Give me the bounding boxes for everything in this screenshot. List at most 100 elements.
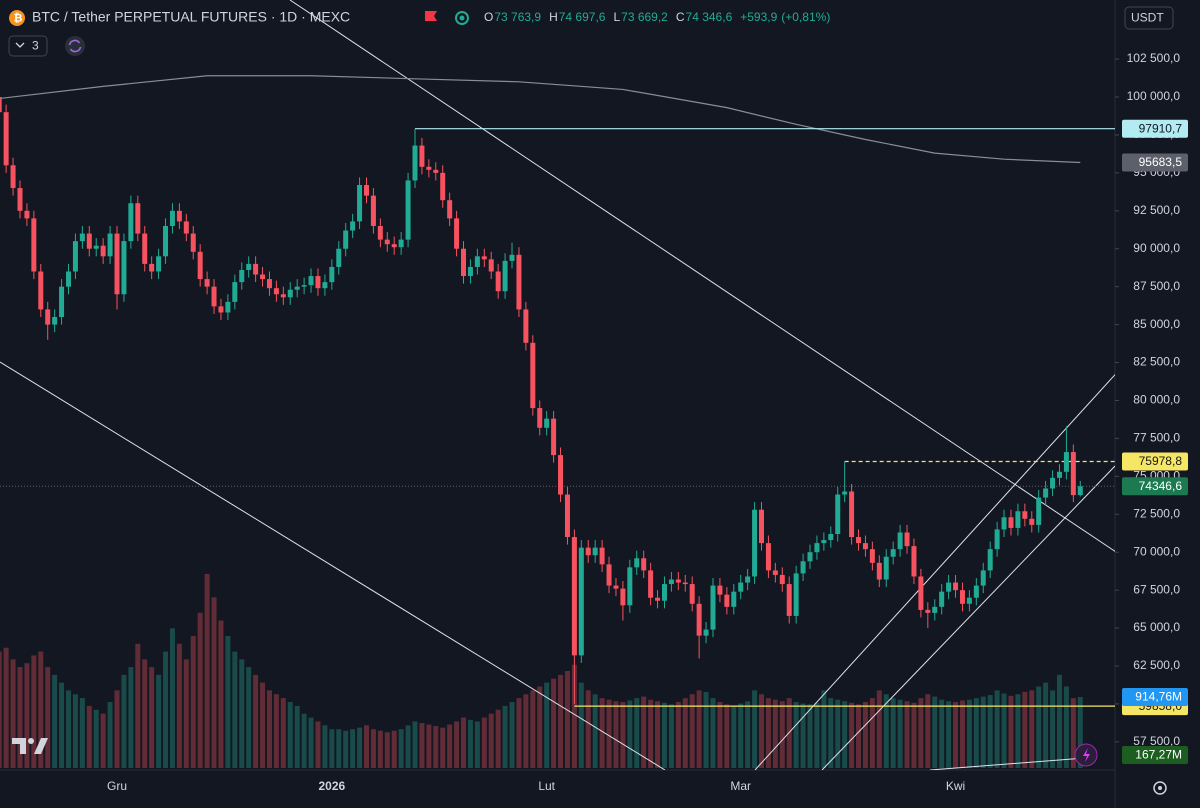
- candle-body: [842, 491, 848, 495]
- volume-bar: [966, 699, 972, 768]
- volume-bar: [530, 690, 536, 768]
- candle-body: [405, 180, 411, 240]
- volume-layer: [0, 573, 1083, 768]
- volume-bar: [156, 674, 162, 768]
- volume-bar: [551, 678, 557, 768]
- candle-body: [599, 547, 605, 565]
- candle-body: [253, 263, 259, 275]
- price-box-label: 75978,8: [1139, 454, 1183, 468]
- candle-body: [606, 564, 612, 586]
- candle-body: [932, 606, 938, 613]
- flag-icon[interactable]: [425, 11, 437, 21]
- volume-bar: [350, 729, 356, 768]
- refresh-button[interactable]: [65, 36, 85, 56]
- logo-part: [12, 738, 26, 754]
- candle-body: [128, 203, 134, 242]
- volume-bar: [876, 690, 882, 768]
- indicator-count: 3: [32, 39, 39, 53]
- candle-body: [239, 269, 245, 283]
- candle-body: [544, 418, 550, 428]
- price-box: [1122, 119, 1188, 138]
- coin-icon-glyph: ₿: [14, 12, 23, 24]
- y-tick-label: 65 000,0: [1133, 620, 1180, 634]
- volume-bar: [1015, 694, 1021, 768]
- coin-icon: [9, 10, 25, 26]
- x-tick-label: Kwi: [946, 779, 965, 793]
- volume-bar: [24, 663, 30, 768]
- candle-body: [856, 537, 862, 544]
- price-box-label: 74346,6: [1139, 479, 1183, 493]
- candle-body: [738, 582, 744, 592]
- volume-bar: [620, 702, 626, 768]
- volume-bar: [495, 709, 501, 768]
- volume-bar: [52, 674, 58, 768]
- x-tick-label: Lut: [538, 779, 555, 793]
- volume-bar: [128, 667, 134, 768]
- candle-body: [329, 266, 335, 283]
- indicator-toggle[interactable]: [8, 35, 48, 57]
- candle-body: [959, 590, 965, 604]
- volume-bar: [1063, 686, 1069, 768]
- volume-bar: [502, 705, 508, 768]
- candle-body: [641, 558, 647, 571]
- volume-bar: [627, 700, 633, 768]
- candle-body: [1070, 452, 1076, 496]
- candle-body: [918, 576, 924, 610]
- price-box: [1122, 746, 1188, 765]
- candle-body: [696, 603, 702, 636]
- volume-bar: [301, 713, 307, 768]
- volume-bar: [467, 719, 473, 768]
- candle-body: [17, 188, 23, 211]
- volume-bar: [454, 721, 460, 768]
- candle-body: [759, 509, 764, 544]
- trend-line: [289, 0, 1115, 552]
- candle-body: [322, 282, 328, 289]
- ohlc-value: 73 763,9: [494, 10, 541, 24]
- candle-body: [391, 244, 397, 248]
- volume-bar: [336, 729, 342, 768]
- volume-bar: [925, 694, 931, 768]
- volume-bar: [488, 713, 494, 768]
- settings-icon[interactable]: [1153, 781, 1167, 795]
- volume-bar: [835, 699, 841, 768]
- candle-body: [100, 245, 106, 257]
- volume-bar: [121, 674, 127, 768]
- volume-bar: [655, 701, 661, 768]
- candle-body: [530, 342, 536, 409]
- candle-body: [183, 221, 189, 234]
- volume-bar: [828, 698, 834, 768]
- candle-body: [280, 294, 286, 298]
- candle-body: [502, 260, 508, 292]
- candle-body: [1008, 517, 1014, 528]
- volume-bar: [765, 698, 771, 768]
- volume-bar: [66, 690, 71, 768]
- volume-bar: [59, 682, 65, 768]
- y-tick-label: 67 500,0: [1133, 582, 1180, 596]
- price-box: [1122, 452, 1188, 471]
- currency-selector[interactable]: [1124, 6, 1174, 30]
- volume-bar: [31, 655, 37, 768]
- price-box: [1122, 688, 1188, 706]
- y-tick-label: 92 500,0: [1133, 203, 1180, 217]
- candle-body: [1077, 486, 1083, 496]
- candle-body: [890, 549, 896, 557]
- status-icon: [455, 11, 469, 25]
- candle-body: [620, 588, 626, 606]
- candle-body: [613, 585, 619, 589]
- candle-body: [447, 200, 453, 219]
- volume-bar: [897, 699, 903, 768]
- volume-bar: [266, 690, 272, 768]
- candle-body: [204, 279, 210, 287]
- volume-bar: [17, 667, 23, 768]
- volume-bar: [779, 701, 785, 768]
- volume-bar: [592, 694, 598, 768]
- candle-body: [156, 256, 162, 272]
- candle-body: [807, 552, 813, 562]
- volume-bar: [807, 704, 813, 768]
- candle-body: [752, 509, 758, 577]
- ohlc-legend: O 73 763,9 H 74 697,6 L 73 669,2 C 74 346,6 +593…: [484, 10, 830, 24]
- candle-body: [828, 533, 834, 541]
- candle-body: [786, 584, 792, 616]
- candle-body: [412, 145, 418, 181]
